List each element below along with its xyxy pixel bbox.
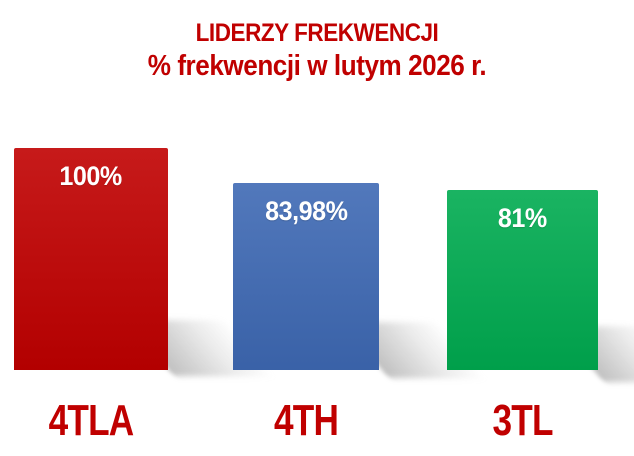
bar-4tla: 100% bbox=[14, 148, 168, 370]
category-label-3tl: 3TL bbox=[437, 399, 608, 443]
chart-header: LIDERZY FREKWENCJI % frekwencji w lutym … bbox=[0, 19, 634, 82]
bar-3tl: 81% bbox=[447, 190, 598, 370]
category-label-4th: 4TH bbox=[223, 399, 389, 443]
chart-subtitle: % frekwencji w lutym 2026 r. bbox=[147, 50, 487, 82]
bar-value-label-3tl: 81% bbox=[498, 203, 547, 233]
category-label-text: 3TL bbox=[492, 396, 553, 445]
category-label-text: 4TH bbox=[273, 396, 339, 445]
bar-value-label-4tla: 100% bbox=[59, 161, 123, 191]
chart-title: LIDERZY FREKWENCJI bbox=[195, 19, 439, 47]
category-label-text: 4TLA bbox=[48, 396, 135, 445]
category-label-4tla: 4TLA bbox=[4, 399, 178, 443]
bar-4th: 83,98% bbox=[233, 183, 379, 370]
bar-value-label-4th: 83,98% bbox=[264, 196, 348, 226]
